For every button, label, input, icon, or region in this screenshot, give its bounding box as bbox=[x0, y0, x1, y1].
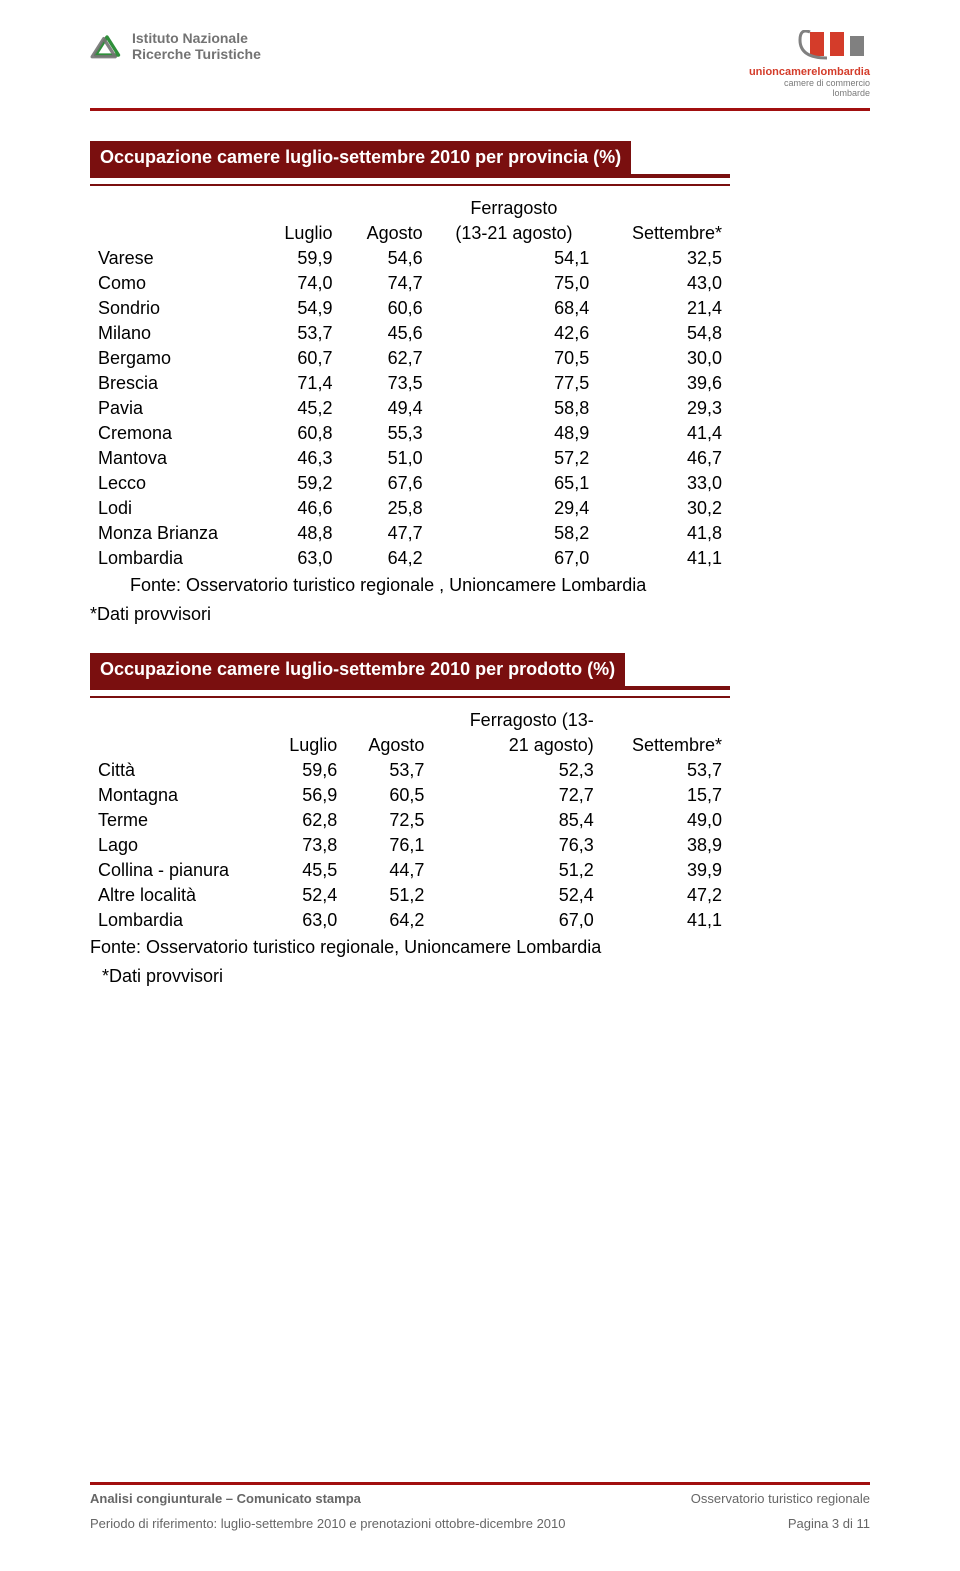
table-row: Monza Brianza48,847,758,241,8 bbox=[90, 521, 730, 546]
table-row: Milano53,745,642,654,8 bbox=[90, 321, 730, 346]
table-row: Montagna56,960,572,715,7 bbox=[90, 783, 730, 808]
table1-section: Occupazione camere luglio-settembre 2010… bbox=[90, 141, 870, 625]
table2-section: Occupazione camere luglio-settembre 2010… bbox=[90, 653, 870, 987]
table2-underline bbox=[90, 686, 730, 690]
table-row: Altre località52,451,252,447,2 bbox=[90, 883, 730, 908]
table2-underline2 bbox=[90, 696, 730, 698]
table-row: Lodi46,625,829,430,2 bbox=[90, 496, 730, 521]
table1-note: *Dati provvisori bbox=[90, 604, 870, 625]
table-row: Città59,653,752,353,7 bbox=[90, 758, 730, 783]
unioncamere-logo: unioncamerelombardia camere di commercio… bbox=[690, 30, 870, 98]
unioncamere-icon bbox=[690, 30, 870, 66]
table-row: Pavia45,249,458,829,3 bbox=[90, 396, 730, 421]
footer-rule bbox=[90, 1482, 870, 1485]
table-row: Bergamo60,762,770,530,0 bbox=[90, 346, 730, 371]
table-row: Brescia71,473,577,539,6 bbox=[90, 371, 730, 396]
table-row: Varese59,954,654,132,5 bbox=[90, 246, 730, 271]
table-row: Sondrio54,960,668,421,4 bbox=[90, 296, 730, 321]
table-row: Como74,074,775,043,0 bbox=[90, 271, 730, 296]
page-footer: Analisi congiunturale – Comunicato stamp… bbox=[90, 1482, 870, 1531]
table1-source: Fonte: Osservatorio turistico regionale … bbox=[90, 575, 870, 596]
table-row: Lecco59,267,665,133,0 bbox=[90, 471, 730, 496]
table1-underline2 bbox=[90, 184, 730, 186]
table1-title: Occupazione camere luglio-settembre 2010… bbox=[90, 141, 631, 174]
unioncamere-brand: unioncamerelombardia bbox=[690, 66, 870, 78]
table-row: Lago73,876,176,338,9 bbox=[90, 833, 730, 858]
table-row: Cremona60,855,348,941,4 bbox=[90, 421, 730, 446]
table-row: Lombardia63,064,267,041,1 bbox=[90, 546, 730, 571]
footer-left2: Periodo di riferimento: luglio-settembre… bbox=[90, 1516, 566, 1531]
unioncamere-sub1: camere di commercio bbox=[690, 78, 870, 88]
isnart-icon bbox=[90, 32, 124, 60]
isnart-line1: Istituto Nazionale bbox=[132, 30, 248, 46]
table2-title: Occupazione camere luglio-settembre 2010… bbox=[90, 653, 625, 686]
table1-underline bbox=[90, 174, 730, 178]
table-row: Collina - pianura45,544,751,239,9 bbox=[90, 858, 730, 883]
table2-source: Fonte: Osservatorio turistico regionale,… bbox=[90, 937, 870, 958]
table-row: Mantova46,351,057,246,7 bbox=[90, 446, 730, 471]
isnart-logo: Istituto Nazionale Ricerche Turistiche bbox=[90, 30, 261, 62]
isnart-line2: Ricerche Turistiche bbox=[132, 46, 261, 62]
table2-note: *Dati provvisori bbox=[90, 966, 870, 987]
unioncamere-sub2: lombarde bbox=[690, 88, 870, 98]
page-header: Istituto Nazionale Ricerche Turistiche u… bbox=[90, 30, 870, 111]
table1: FerragostoLuglioAgosto(13-21 agosto)Sett… bbox=[90, 196, 730, 571]
footer-left1: Analisi congiunturale – Comunicato stamp… bbox=[90, 1491, 361, 1506]
footer-right1: Osservatorio turistico regionale bbox=[691, 1491, 870, 1506]
table-row: Lombardia63,064,267,041,1 bbox=[90, 908, 730, 933]
table-row: Terme62,872,585,449,0 bbox=[90, 808, 730, 833]
table2: Ferragosto (13-LuglioAgosto21 agosto)Set… bbox=[90, 708, 730, 933]
footer-right2: Pagina 3 di 11 bbox=[788, 1516, 870, 1531]
